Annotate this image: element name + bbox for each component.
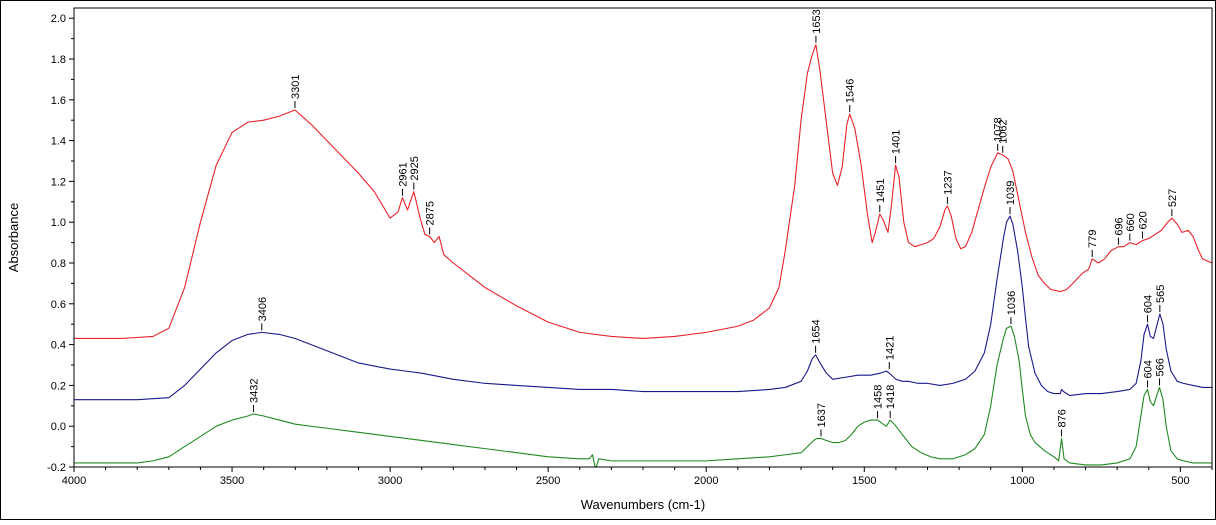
peak-annotation: 1237 — [942, 170, 954, 204]
peak-annotation: 779 — [1087, 230, 1099, 257]
peak-label: 604 — [1143, 360, 1155, 378]
x-tick-label: 3500 — [220, 475, 244, 487]
series-layer — [74, 44, 1212, 467]
peak-label: 1036 — [1006, 291, 1018, 315]
peak-annotation: 1418 — [885, 385, 897, 419]
peak-annotation: 565 — [1155, 285, 1167, 312]
peak-label: 1062 — [998, 119, 1010, 143]
annotation-layer: 3301 2961 2925 2875 1653 1546 1451 1401 1237 1078… — [249, 9, 1179, 437]
peak-annotation: 1078 — [993, 117, 1005, 151]
peak-annotation: 1062 — [998, 119, 1010, 153]
peak-annotation: 1401 — [891, 130, 903, 164]
x-tick-label: 2000 — [694, 475, 718, 487]
peak-label: 696 — [1113, 217, 1125, 235]
peak-label: 3432 — [249, 378, 261, 402]
y-axis: -0.2 0.0 0.2 0.4 0.6 0.8 1.0 1.2 1.4 1.6 1.8 2.0 — [47, 13, 74, 474]
peak-annotation: 3406 — [257, 297, 269, 331]
peak-annotation: 3432 — [249, 378, 261, 412]
y-tick-label: 1.8 — [51, 54, 66, 66]
peak-label: 1078 — [993, 117, 1005, 141]
peak-annotation: 1036 — [1006, 291, 1018, 325]
series-line-3 — [74, 325, 1212, 467]
y-tick-label: 0.0 — [51, 421, 66, 433]
peak-label: 604 — [1143, 295, 1155, 313]
peak-label: 1421 — [884, 336, 896, 360]
y-tick-label: 1.6 — [51, 95, 66, 107]
peak-label: 1039 — [1005, 181, 1017, 205]
peak-label: 620 — [1137, 211, 1149, 229]
peak-label: 527 — [1167, 189, 1179, 207]
x-tick-label: 4000 — [62, 475, 86, 487]
y-tick-label: 2.0 — [51, 13, 66, 25]
y-tick-label: 1.0 — [51, 217, 66, 229]
peak-annotation: 2961 — [397, 162, 409, 196]
peak-label: 1546 — [845, 79, 857, 103]
peak-label: 2925 — [409, 156, 421, 180]
peak-label: 1418 — [885, 385, 897, 409]
x-tick-label: 1000 — [1010, 475, 1034, 487]
peak-label: 1237 — [942, 170, 954, 194]
peak-annotation: 527 — [1167, 189, 1179, 217]
x-axis-title: Wavenumbers (cm-1) — [581, 497, 705, 512]
peak-label: 1451 — [875, 179, 887, 203]
series-line-2 — [74, 215, 1212, 401]
x-axis: 4000 3500 3000 2500 2000 1500 1000 500 — [62, 467, 1213, 487]
y-axis-title: Absorbance — [6, 203, 21, 272]
peak-annotation: 2875 — [425, 201, 437, 235]
peak-annotation: 1654 — [811, 319, 823, 353]
y-tick-label: 0.8 — [51, 258, 66, 270]
peak-annotation: 1039 — [1005, 181, 1017, 215]
x-tick-label: 3000 — [378, 475, 402, 487]
peak-label: 3301 — [290, 75, 302, 99]
peak-annotation: 1458 — [873, 385, 885, 419]
y-tick-label: -0.2 — [47, 462, 66, 474]
peak-label: 1653 — [811, 9, 823, 33]
peak-label: 566 — [1155, 358, 1167, 376]
y-tick-label: 0.6 — [51, 299, 66, 311]
peak-annotation: 660 — [1125, 213, 1137, 241]
x-tick-label: 1500 — [852, 475, 876, 487]
peak-annotation: 1546 — [845, 79, 857, 113]
peak-label: 2875 — [425, 201, 437, 225]
peak-annotation: 604 — [1143, 360, 1155, 388]
peak-annotation: 3301 — [290, 75, 302, 108]
peak-label: 1401 — [891, 130, 903, 154]
x-tick-label: 2500 — [536, 475, 560, 487]
peak-label: 565 — [1155, 285, 1167, 303]
peak-label: 3406 — [257, 297, 269, 321]
series-line-1 — [74, 44, 1212, 340]
x-tick-label: 500 — [1171, 475, 1189, 487]
peak-annotation: 620 — [1137, 211, 1149, 239]
y-tick-label: 1.4 — [51, 136, 66, 148]
peak-label: 1654 — [811, 319, 823, 343]
peak-label: 1458 — [873, 385, 885, 409]
peak-annotation: 604 — [1143, 295, 1155, 323]
peak-label: 1637 — [816, 403, 828, 427]
peak-annotation: 1637 — [816, 403, 828, 437]
y-tick-label: 0.2 — [51, 380, 66, 392]
peak-annotation: 566 — [1155, 358, 1167, 386]
peak-annotation: 1653 — [811, 9, 823, 43]
peak-label: 2961 — [397, 162, 409, 186]
peak-annotation: 2925 — [409, 156, 421, 190]
peak-annotation: 1421 — [884, 336, 896, 370]
y-tick-label: 0.4 — [51, 340, 66, 352]
peak-label: 660 — [1125, 213, 1137, 231]
peak-annotation: 876 — [1057, 409, 1069, 437]
peak-annotation: 696 — [1113, 217, 1125, 245]
y-tick-label: 1.2 — [51, 176, 66, 188]
peak-annotation: 1451 — [875, 179, 887, 213]
peak-label: 876 — [1057, 409, 1069, 427]
peak-label: 779 — [1087, 230, 1099, 248]
